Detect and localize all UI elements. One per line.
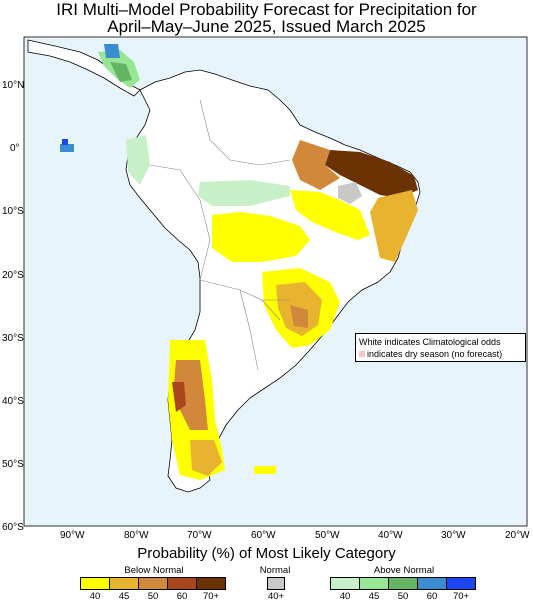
legend-below-label: Below Normal: [124, 565, 184, 576]
legend-below-tick-50: 50: [147, 591, 159, 602]
legend-above-tick-45: 45: [368, 591, 380, 602]
lat-label-30s: 30°S: [2, 333, 24, 344]
legend-above-swatch-60: [417, 577, 447, 590]
patch-above-50-colombia: [110, 62, 132, 82]
dry-season-swatch: [359, 351, 365, 357]
legend-above-swatch-40: [330, 577, 360, 590]
lat-label-50s: 50°S: [2, 459, 24, 470]
legend-normal-tick: 40+: [267, 591, 285, 602]
legend-above-swatch-70: [446, 577, 476, 590]
patch-normal-ne: [338, 182, 362, 204]
legend-above-tick-40: 40: [339, 591, 351, 602]
map-note-box: White indicates Climatological odds indi…: [355, 333, 526, 362]
longitude-labels: 90°W 80°W 70°W 60°W 50°W 40°W 30°W 20°W: [60, 530, 530, 541]
patch-above-70-galapagos: [62, 139, 68, 145]
patch-above-40-amazon: [198, 180, 290, 206]
patch-above-40-ecuador: [126, 135, 150, 185]
patch-below-60-chile: [172, 382, 186, 412]
country-borders: [149, 99, 291, 371]
legend-below-tick-70: 70+: [202, 591, 220, 602]
legend-below-swatch-40: [80, 577, 110, 590]
map-title-line2: April–May–June 2025, Issued March 2025: [107, 17, 426, 36]
legend-above-label: Above Normal: [373, 565, 435, 576]
lat-label-60s: 60°S: [2, 522, 24, 533]
legend-normal-label: Normal: [259, 565, 291, 576]
legend-below-swatch-45: [109, 577, 139, 590]
lat-label-10n: 10°N: [2, 80, 24, 91]
patch-below-50-south: [290, 305, 308, 328]
lon-label-80w: 80°W: [124, 530, 149, 541]
patch-below-45-patagonia: [190, 440, 222, 476]
patch-below-40-central: [212, 212, 310, 262]
patch-below-40-east: [290, 190, 370, 240]
patch-below-70-ne-brazil: [325, 150, 418, 198]
forecast-patches: [60, 44, 418, 480]
legend-normal-swatch: [267, 577, 285, 590]
legend-above-swatch-50: [388, 577, 418, 590]
lon-label-20w: 20°W: [505, 530, 530, 541]
map-title-line1: IRI Multi–Model Probability Forecast for…: [56, 0, 477, 19]
legend-below-swatch-60: [167, 577, 197, 590]
lat-label-20s: 20°S: [2, 270, 24, 281]
central-america-landmass: [27, 39, 141, 97]
legend-above-swatch-45: [359, 577, 389, 590]
legend-below-tick-45: 45: [118, 591, 130, 602]
lon-label-60w: 60°W: [251, 530, 276, 541]
legend-title: Probability (%) of Most Likely Category: [137, 545, 396, 562]
latitude-labels: 10°N 0° 10°S 20°S 30°S 40°S 50°S 60°S: [2, 80, 24, 533]
legend-below-tick-40: 40: [89, 591, 101, 602]
lon-label-90w: 90°W: [60, 530, 85, 541]
legend-above-tick-70: 70+: [452, 591, 470, 602]
note-dry-season-text: indicates dry season (no forecast): [367, 349, 503, 359]
patch-below-40-falklands: [254, 466, 276, 474]
patch-above-60-galapagos: [60, 144, 74, 152]
patch-below-50-ne-brazil: [292, 140, 340, 190]
patch-below-45-east-brazil: [370, 190, 418, 262]
lat-label-10s: 10°S: [2, 206, 24, 217]
note-climatology: White indicates Climatological odds: [359, 337, 501, 347]
legend-below-swatch-70: [196, 577, 226, 590]
lon-label-70w: 70°W: [187, 530, 212, 541]
legend-above-tick-60: 60: [426, 591, 438, 602]
note-dry-season: indicates dry season (no forecast): [359, 348, 522, 360]
patch-above-60-panama: [104, 44, 120, 58]
map-frame: [23, 36, 528, 527]
lon-label-40w: 40°W: [378, 530, 403, 541]
lat-label-0: 0°: [10, 143, 20, 154]
legend-below-swatch-50: [138, 577, 168, 590]
legend-above-tick-50: 50: [397, 591, 409, 602]
lat-label-40s: 40°S: [2, 396, 24, 407]
legend-below-tick-60: 60: [176, 591, 188, 602]
lon-label-50w: 50°W: [315, 530, 340, 541]
patch-below-50-chile: [174, 360, 208, 430]
lon-label-30w: 30°W: [441, 530, 466, 541]
